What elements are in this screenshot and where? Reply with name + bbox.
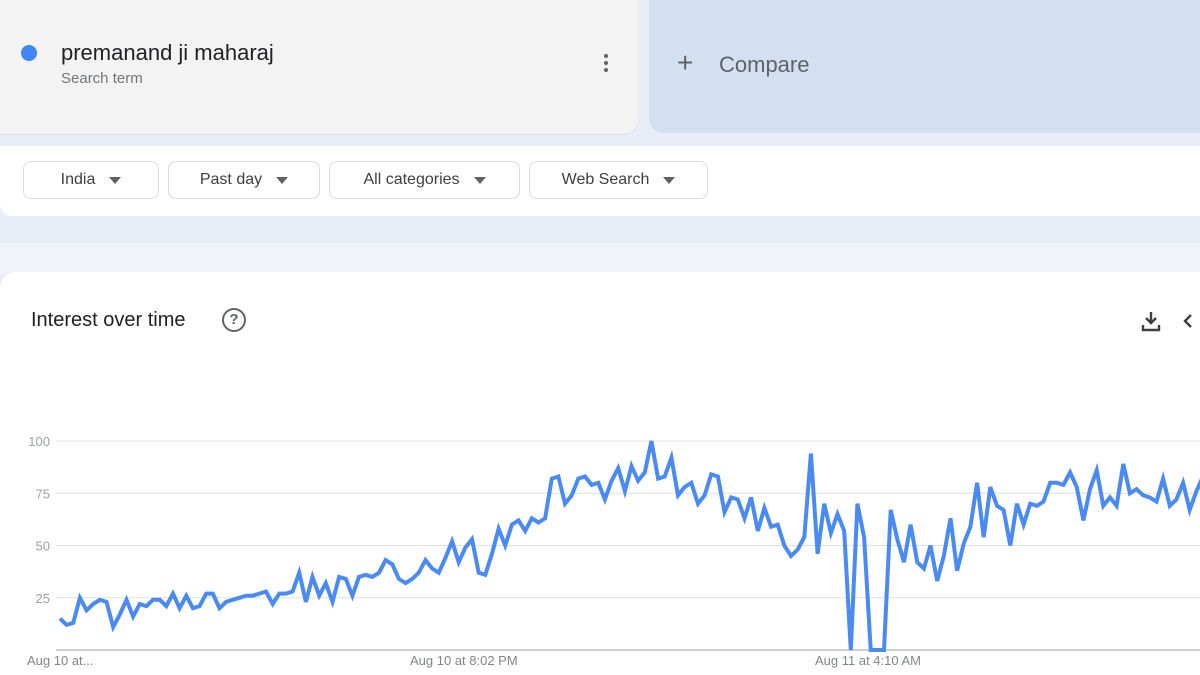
search-type-filter[interactable]: Web Search xyxy=(529,161,708,199)
category-filter[interactable]: All categories xyxy=(329,161,520,199)
search-term-subtitle: Search term xyxy=(61,70,143,87)
region-filter-label: India xyxy=(60,171,96,188)
dropdown-caret-icon xyxy=(473,176,486,184)
time-range-filter[interactable]: Past day xyxy=(168,161,320,199)
y-tick-label: 50 xyxy=(36,539,50,554)
help-icon[interactable]: ? xyxy=(222,308,246,332)
y-tick-label: 100 xyxy=(28,434,50,449)
time-range-filter-label: Past day xyxy=(199,171,263,188)
search-term-card: premanand ji maharaj Search term xyxy=(0,0,638,134)
more-vert-icon[interactable] xyxy=(596,52,616,76)
search-term-name[interactable]: premanand ji maharaj xyxy=(61,40,274,65)
search-type-filter-label: Web Search xyxy=(561,171,650,188)
x-tick-label: Aug 10 at... xyxy=(27,653,94,668)
dropdown-caret-icon xyxy=(663,176,676,184)
embed-code-icon[interactable] xyxy=(1183,310,1200,337)
dropdown-caret-icon xyxy=(109,176,122,184)
filter-bar: India Past day All categories Web Search xyxy=(0,146,1200,216)
x-tick-label: Aug 10 at 8:02 PM xyxy=(410,653,518,668)
section-divider xyxy=(0,243,1200,273)
download-icon[interactable] xyxy=(1141,310,1161,337)
compare-label: Compare xyxy=(719,52,810,77)
compare-button[interactable]: + Compare xyxy=(649,0,1200,133)
plus-icon: + xyxy=(677,47,694,78)
series-color-dot xyxy=(21,45,37,61)
category-filter-label: All categories xyxy=(363,171,460,188)
region-filter[interactable]: India xyxy=(23,161,159,199)
y-tick-label: 25 xyxy=(36,591,50,606)
y-tick-label: 75 xyxy=(36,486,50,501)
x-tick-label: Aug 11 at 4:10 AM xyxy=(815,653,921,668)
section-title: Interest over time xyxy=(31,309,186,331)
dropdown-caret-icon xyxy=(276,176,289,184)
